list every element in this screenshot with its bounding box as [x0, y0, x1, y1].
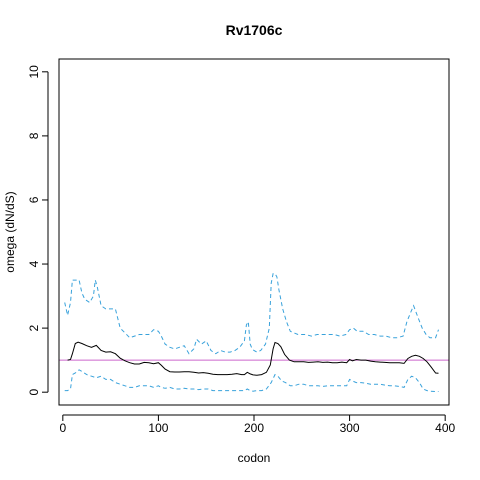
series-line-estimate	[67, 341, 439, 376]
series-line-lower	[64, 369, 439, 392]
x-tick-label: 100	[148, 421, 168, 435]
x-tick-label: 200	[244, 421, 264, 435]
y-tick-label: 6	[27, 196, 41, 203]
y-tick-label: 2	[27, 324, 41, 331]
y-tick-label: 4	[27, 260, 41, 267]
series-line-upper	[64, 273, 439, 355]
plot-frame	[58, 58, 450, 406]
y-axis-label: omega (dN/dS)	[3, 191, 17, 272]
y-tick-label: 10	[27, 65, 41, 79]
x-tick-label: 400	[435, 421, 455, 435]
y-tick-label: 0	[27, 389, 41, 396]
chart-marks: 0 100 200 300 400 0 2 4 6 8 10	[27, 58, 456, 435]
x-tick-label: 0	[59, 421, 66, 435]
x-axis-label: codon	[238, 451, 271, 465]
x-tick-label: 300	[340, 421, 360, 435]
chart-title: Rv1706c	[226, 22, 283, 38]
y-tick-label: 8	[27, 132, 41, 139]
